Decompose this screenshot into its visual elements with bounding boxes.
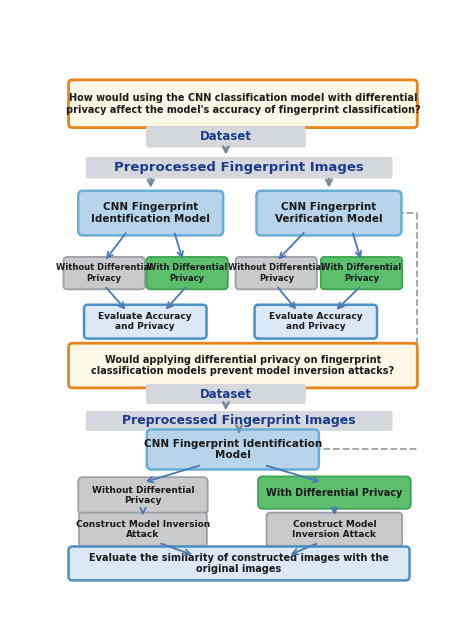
Text: CNN Fingerprint Identification
Model: CNN Fingerprint Identification Model	[144, 438, 322, 460]
FancyBboxPatch shape	[146, 126, 306, 148]
FancyBboxPatch shape	[78, 477, 208, 514]
FancyBboxPatch shape	[236, 257, 317, 289]
FancyBboxPatch shape	[79, 513, 207, 547]
Text: Dataset: Dataset	[200, 131, 252, 143]
FancyBboxPatch shape	[258, 476, 410, 509]
FancyBboxPatch shape	[69, 80, 417, 127]
FancyBboxPatch shape	[147, 429, 319, 470]
FancyBboxPatch shape	[78, 191, 223, 236]
Text: With Differential
Privacy: With Differential Privacy	[147, 264, 227, 283]
FancyBboxPatch shape	[255, 305, 377, 339]
Text: Without Differential
Privacy: Without Differential Privacy	[56, 264, 152, 283]
Text: How would using the CNN classification model with differential
privacy affect th: How would using the CNN classification m…	[65, 93, 420, 115]
FancyBboxPatch shape	[69, 343, 417, 388]
FancyBboxPatch shape	[146, 257, 228, 289]
FancyBboxPatch shape	[64, 257, 145, 289]
Text: With Differential
Privacy: With Differential Privacy	[321, 264, 401, 283]
Text: Preprocessed Fingerprint Images: Preprocessed Fingerprint Images	[122, 415, 356, 428]
Text: Would applying differential privacy on fingerprint
classification models prevent: Would applying differential privacy on f…	[91, 355, 394, 376]
FancyBboxPatch shape	[266, 513, 402, 547]
Text: Dataset: Dataset	[200, 388, 252, 401]
FancyBboxPatch shape	[86, 411, 392, 431]
Text: Without Differential
Privacy: Without Differential Privacy	[228, 264, 324, 283]
Text: CNN Fingerprint
Identification Model: CNN Fingerprint Identification Model	[91, 202, 210, 224]
FancyBboxPatch shape	[321, 257, 402, 289]
Text: Construct Model
Inversion Attack: Construct Model Inversion Attack	[292, 520, 376, 540]
FancyBboxPatch shape	[146, 384, 306, 404]
Text: Evaluate Accuracy
and Privacy: Evaluate Accuracy and Privacy	[269, 312, 363, 332]
Text: Evaluate Accuracy
and Privacy: Evaluate Accuracy and Privacy	[99, 312, 192, 332]
Text: Evaluate the similarity of constructed images with the
original images: Evaluate the similarity of constructed i…	[89, 553, 389, 574]
FancyBboxPatch shape	[86, 157, 392, 179]
Text: CNN Fingerprint
Verification Model: CNN Fingerprint Verification Model	[275, 202, 383, 224]
FancyBboxPatch shape	[84, 305, 207, 339]
FancyBboxPatch shape	[256, 191, 401, 236]
Text: With Differential Privacy: With Differential Privacy	[266, 488, 402, 498]
Text: Preprocessed Fingerprint Images: Preprocessed Fingerprint Images	[114, 161, 364, 174]
FancyBboxPatch shape	[69, 547, 410, 580]
Text: Without Differential
Privacy: Without Differential Privacy	[91, 486, 194, 506]
Text: Construct Model Inversion
Attack: Construct Model Inversion Attack	[76, 520, 210, 540]
